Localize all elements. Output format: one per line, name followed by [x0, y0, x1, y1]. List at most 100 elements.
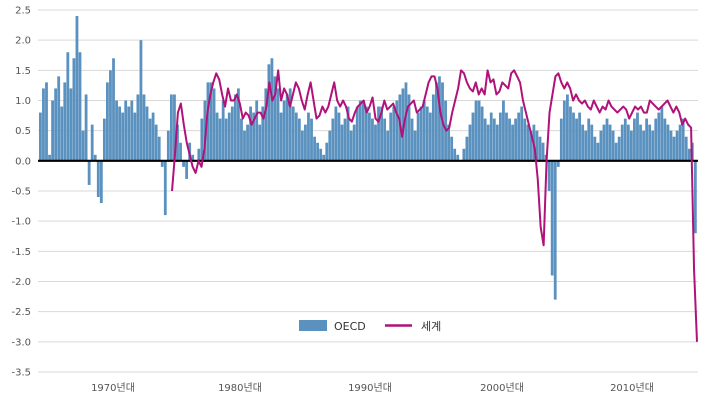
bar-oecd: [629, 130, 633, 161]
bar-oecd: [310, 118, 313, 161]
bar-oecd: [660, 106, 664, 161]
bar-oecd: [39, 112, 42, 161]
bar-oecd: [69, 88, 73, 161]
bar-oecd: [115, 100, 118, 161]
legend-label-oecd: OECD: [334, 320, 366, 333]
bar-oecd: [121, 112, 125, 161]
bar-oecd: [584, 130, 588, 161]
y-tick-label: 0.0: [15, 156, 31, 167]
bar-oecd: [313, 136, 316, 161]
bar-oecd: [377, 106, 380, 161]
bar-oecd: [438, 76, 441, 161]
bar-oecd: [307, 112, 310, 161]
bar-oecd: [508, 118, 511, 161]
bar-oecd: [556, 160, 560, 167]
bar-oecd: [477, 100, 481, 161]
bar-oecd: [258, 124, 262, 161]
bar-oecd: [392, 106, 396, 161]
bar-oecd: [651, 130, 655, 161]
bar-oecd: [368, 112, 371, 161]
y-tick-label: -2.5: [11, 307, 31, 318]
bar-oecd: [645, 118, 649, 161]
x-tick-label: 1990년대: [348, 382, 392, 394]
bar-oecd: [240, 118, 243, 161]
bar-oecd: [550, 160, 554, 276]
bar-oecd: [255, 100, 259, 161]
bar-oecd: [57, 76, 61, 161]
bar-oecd: [90, 124, 94, 161]
bar-oecd: [60, 106, 64, 161]
bar-oecd: [340, 124, 344, 161]
bar-oecd: [328, 130, 332, 161]
bar-oecd: [304, 124, 307, 161]
bar-oecd: [483, 118, 487, 161]
bar-oecd: [294, 112, 298, 161]
bar-oecd: [264, 88, 268, 161]
bar-oecd: [355, 106, 359, 161]
bar-oecd: [276, 88, 280, 161]
bar-oecd: [291, 106, 295, 161]
bar-oecd: [450, 136, 454, 161]
bar-oecd: [102, 118, 106, 161]
bar-oecd: [578, 112, 581, 161]
bar-oecd: [169, 94, 173, 161]
bar-oecd: [75, 16, 79, 161]
bar-oecd: [343, 118, 347, 161]
bar-oecd: [559, 118, 563, 161]
bar-oecd: [337, 112, 341, 161]
bar-oecd: [620, 124, 624, 161]
bar-oecd: [322, 154, 326, 161]
bar-oecd: [468, 124, 472, 161]
bar-oecd: [505, 112, 508, 161]
bar-oecd: [66, 52, 70, 161]
bar-oecd: [133, 112, 137, 161]
bar-oecd: [233, 94, 237, 161]
bar-oecd: [502, 100, 505, 161]
bar-oecd: [389, 112, 393, 161]
bar-oecd: [48, 154, 51, 161]
bar-oecd: [145, 106, 149, 161]
bar-oecd: [215, 112, 219, 161]
bar-oecd: [285, 94, 289, 161]
bar-oecd: [237, 88, 240, 161]
bar-oecd: [331, 118, 335, 161]
bar-oecd: [206, 82, 210, 161]
bar-oecd: [166, 130, 170, 161]
bar-oecd: [492, 118, 496, 161]
bar-oecd: [191, 154, 195, 161]
bar-oecd: [361, 100, 365, 161]
bar-oecd: [319, 148, 323, 161]
y-tick-label: -1.5: [11, 247, 31, 258]
bar-oecd: [84, 94, 88, 161]
bar-oecd: [139, 40, 143, 161]
bar-oecd: [386, 130, 390, 161]
bar-oecd: [480, 106, 484, 161]
bar-oecd: [157, 136, 161, 161]
bar-oecd: [517, 112, 521, 161]
line-world: [171, 69, 698, 342]
bar-oecd: [431, 94, 435, 161]
bar-oecd: [325, 142, 329, 161]
bar-oecd: [279, 112, 283, 161]
bar-oecd: [118, 106, 121, 161]
bar-oecd: [349, 130, 353, 161]
bar-oecd: [179, 142, 182, 161]
bar-oecd: [419, 106, 423, 161]
bar-oecd: [693, 160, 697, 234]
bar-oecd: [523, 118, 527, 161]
bar-oecd: [130, 100, 134, 161]
bar-oecd: [623, 118, 627, 161]
bar-oecd: [380, 106, 383, 161]
bar-oecd: [511, 124, 514, 161]
y-tick-label: 1.5: [15, 66, 31, 77]
bar-oecd: [648, 124, 652, 161]
bar-oecd: [471, 112, 475, 161]
bar-oecd: [87, 160, 91, 185]
bar-oecd: [99, 160, 103, 204]
gridlines: [38, 9, 698, 373]
bar-oecd: [45, 82, 48, 161]
bar-oecd: [200, 118, 204, 161]
bar-oecd: [569, 106, 572, 161]
x-axis-tick-labels: 1970년대 1980년대 1990년대 2000년대 2010년대: [91, 382, 654, 394]
bar-oecd: [148, 118, 152, 161]
